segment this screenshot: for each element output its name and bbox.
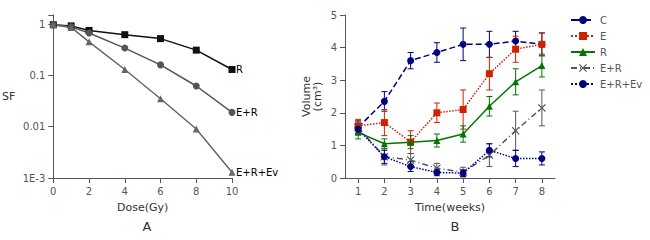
svg-text:C: C: [600, 15, 607, 26]
svg-text:0: 0: [331, 173, 337, 184]
svg-text:E+R+Ev: E+R+Ev: [600, 79, 642, 90]
svg-text:5: 5: [331, 10, 337, 21]
svg-text:2: 2: [381, 186, 387, 197]
svg-text:3: 3: [331, 75, 337, 86]
svg-text:E: E: [600, 31, 606, 42]
svg-text:4: 4: [434, 186, 440, 197]
svg-text:B: B: [451, 219, 460, 234]
svg-text:A: A: [143, 219, 152, 234]
svg-text:0: 0: [50, 186, 56, 197]
svg-text:1: 1: [331, 140, 337, 151]
svg-text:10: 10: [226, 186, 239, 197]
svg-text:4: 4: [331, 42, 337, 53]
svg-text:4: 4: [122, 186, 128, 197]
svg-text:8: 8: [193, 186, 199, 197]
svg-text:0.01: 0.01: [23, 121, 45, 132]
svg-text:1E-3: 1E-3: [23, 173, 46, 184]
svg-text:8: 8: [539, 186, 545, 197]
svg-text:6: 6: [157, 186, 163, 197]
svg-text:E+R: E+R: [236, 107, 258, 118]
svg-text:6: 6: [486, 186, 492, 197]
svg-text:Dose(Gy): Dose(Gy): [117, 201, 168, 214]
svg-text:7: 7: [512, 186, 518, 197]
svg-text:3: 3: [407, 186, 413, 197]
svg-text:(cm³): (cm³): [311, 82, 324, 112]
svg-text:2: 2: [86, 186, 92, 197]
svg-text:E+R: E+R: [600, 63, 622, 74]
svg-text:R: R: [236, 64, 243, 75]
svg-text:R: R: [600, 47, 607, 58]
svg-text:5: 5: [460, 186, 466, 197]
svg-text:E+R+Ev: E+R+Ev: [236, 167, 278, 178]
svg-text:Time(weeks): Time(weeks): [414, 201, 485, 214]
svg-text:Volume: Volume: [300, 76, 313, 117]
svg-text:SF: SF: [2, 90, 15, 103]
svg-text:1: 1: [355, 186, 361, 197]
svg-text:1: 1: [39, 19, 45, 30]
svg-text:0.1: 0.1: [29, 70, 45, 81]
svg-text:2: 2: [331, 107, 337, 118]
